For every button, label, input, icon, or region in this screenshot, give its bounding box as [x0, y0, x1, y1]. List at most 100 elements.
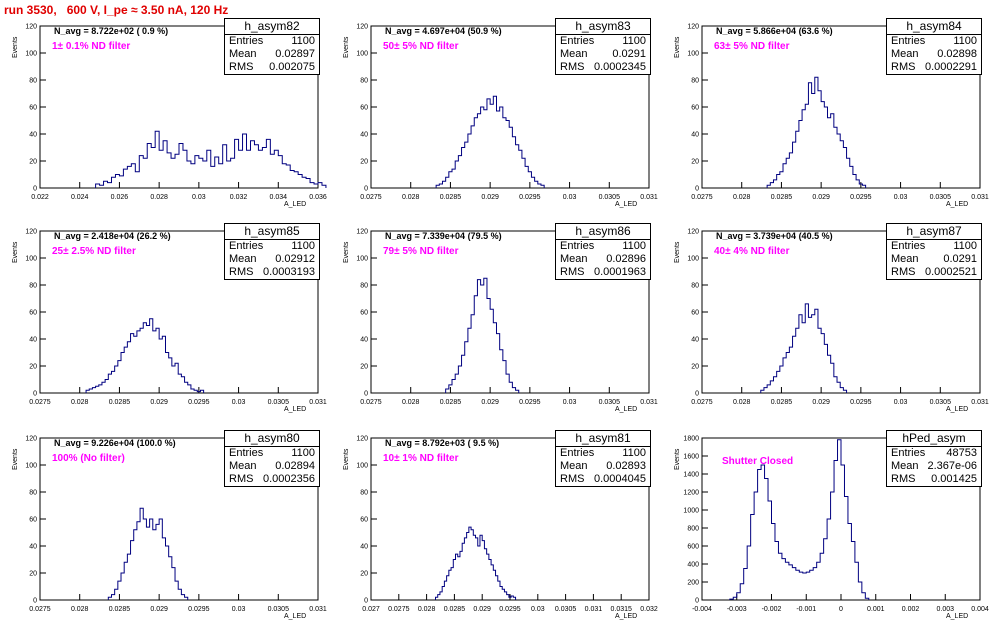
x-tick-label: 0.028	[71, 606, 89, 613]
histogram-name: h_asym80	[225, 431, 319, 447]
x-tick-label: 0.0275	[691, 194, 713, 201]
y-axis-label: Events	[674, 241, 681, 263]
histogram-bin	[146, 527, 149, 600]
histogram-bin	[282, 164, 286, 188]
histogram-bin	[243, 134, 247, 188]
histogram-bin	[262, 148, 266, 189]
histogram-bin	[195, 156, 199, 188]
y-tick-label: 60	[691, 310, 699, 317]
histogram-bin	[782, 559, 785, 600]
histogram-bin	[183, 150, 187, 188]
stats-rms-label: RMS	[891, 473, 916, 485]
x-tick-label: 0.0295	[850, 194, 872, 201]
stats-mean-value: 0.02912	[275, 253, 315, 265]
histogram-svg: 0 20 40 60 80 100 120 0.0275 0.028 0.0285 0.029 0.0…	[687, 24, 989, 202]
y-tick-label: 40	[29, 337, 37, 344]
filter-label: 40± 4% ND filter	[714, 246, 790, 257]
y-tick-label: 40	[691, 132, 699, 139]
histogram-bin	[754, 492, 757, 600]
x-tick-label: 0.0285	[109, 606, 131, 613]
stats-box: h_asym82 Entries 1100 Mean 0.02897 RMS 0.00207…	[224, 18, 320, 75]
stats-rms-value: 0.0001963	[594, 266, 646, 278]
n-avg-label: N_avg = 2.418e+04 (26.2 %)	[54, 231, 171, 241]
y-tick-label: 100	[356, 463, 368, 470]
y-tick-label: 60	[360, 105, 368, 112]
histogram-bin	[737, 593, 740, 600]
histogram-bin	[227, 161, 231, 188]
stats-box: h_asym84 Entries 1100 Mean 0.02898 RMS 0.00022…	[886, 18, 982, 75]
y-tick-label: 0	[364, 391, 368, 398]
x-tick-label: 0.0275	[360, 399, 382, 406]
y-tick-label: 80	[691, 78, 699, 85]
histogram-bin	[516, 145, 519, 188]
y-tick-label: 60	[29, 105, 37, 112]
histogram-bin	[175, 154, 179, 188]
histogram-bin	[838, 440, 841, 600]
histogram-bin	[207, 150, 211, 188]
histogram-bin	[827, 118, 830, 188]
y-tick-label: 120	[25, 436, 37, 443]
histogram-bin	[810, 570, 813, 600]
stats-rms-value: 0.0004045	[594, 473, 646, 485]
histogram-bin	[851, 542, 854, 601]
histogram-bin	[477, 114, 480, 188]
y-tick-label: 100	[25, 51, 37, 58]
y-axis-label: Events	[343, 36, 350, 58]
x-tick-label: -0.004	[692, 606, 712, 613]
histogram-bin	[172, 366, 175, 393]
stats-rms: RMS 0.0004045	[556, 473, 650, 486]
x-tick-label: 0.028	[402, 399, 420, 406]
stats-box: h_asym86 Entries 1100 Mean 0.02896 RMS 0.00019…	[555, 223, 651, 280]
y-tick-label: 1200	[683, 490, 699, 497]
histogram-bin	[250, 141, 254, 188]
stats-mean-value: 2.367e-06	[927, 460, 977, 472]
y-tick-label: 0	[695, 391, 699, 398]
histogram-bin	[115, 175, 119, 189]
y-tick-label: 0	[33, 186, 37, 193]
y-tick-label: 20	[360, 159, 368, 166]
stats-box: h_asym81 Entries 1100 Mean 0.02893 RMS 0.00040…	[555, 430, 651, 487]
histogram-svg: 0 20 40 60 80 100 120 0.0275 0.028 0.0285 0.029 0.0…	[25, 229, 327, 407]
histogram-bin	[451, 568, 453, 600]
y-axis-label: Events	[12, 241, 19, 263]
histogram-bin	[191, 164, 195, 188]
histogram-bin	[167, 153, 171, 188]
histogram-panel-h_asym84: 0 20 40 60 80 100 120 0.0275 0.028 0.0285 0.029 0.0…	[662, 18, 992, 225]
y-tick-label: 120	[356, 229, 368, 236]
y-tick-label: 20	[691, 364, 699, 371]
x-tick-label: -0.002	[762, 606, 782, 613]
histogram-bin	[796, 328, 799, 393]
histogram-bin	[179, 143, 183, 188]
stats-box: h_asym85 Entries 1100 Mean 0.02912 RMS 0.00031…	[224, 223, 320, 280]
y-tick-label: 120	[356, 24, 368, 31]
stats-rms: RMS 0.001425	[887, 473, 981, 486]
stats-entries-label: Entries	[891, 447, 926, 459]
histogram-bin	[266, 139, 270, 188]
stats-rms: RMS 0.0001963	[556, 266, 650, 279]
x-tick-label: 0.0275	[388, 606, 410, 613]
x-axis-label: A_LED	[946, 201, 969, 208]
histogram-bin	[219, 164, 223, 188]
histogram-bin	[858, 582, 861, 600]
x-tick-label: 0.031	[971, 194, 989, 201]
y-tick-label: 20	[29, 364, 37, 371]
stats-entries-label: Entries	[891, 35, 926, 47]
stats-rms-label: RMS	[229, 266, 254, 278]
stats-rms-label: RMS	[891, 266, 916, 278]
stats-rms-label: RMS	[229, 61, 254, 73]
histogram-bin	[803, 573, 806, 600]
histogram-bin	[254, 145, 258, 188]
y-tick-label: 120	[687, 229, 699, 236]
histogram-bin	[813, 568, 816, 600]
x-tick-label: 0.001	[867, 606, 885, 613]
histogram-bin	[844, 497, 847, 601]
histogram-panel-h_asym85: 0 20 40 60 80 100 120 0.0275 0.028 0.0285 0.029 0.0…	[0, 223, 330, 430]
histogram-bin	[812, 315, 815, 393]
histogram-name: h_asym84	[887, 19, 981, 35]
y-tick-label: 80	[360, 490, 368, 497]
stats-entries: Entries 1100	[887, 240, 981, 253]
stats-rms-label: RMS	[891, 61, 916, 73]
histogram-bin	[318, 183, 322, 188]
stats-rms-value: 0.0002521	[925, 266, 977, 278]
histogram-bin	[134, 336, 137, 393]
